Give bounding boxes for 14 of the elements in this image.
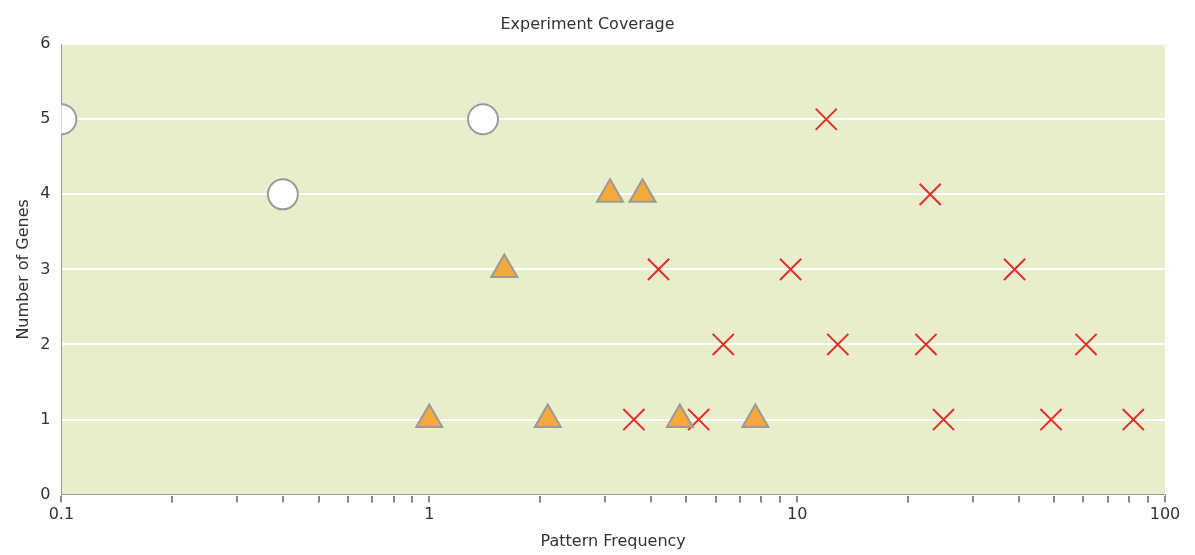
y-tick-label: 1 bbox=[40, 408, 51, 428]
x-tick-label: 1 bbox=[424, 504, 435, 524]
y-tick-label: 5 bbox=[40, 108, 51, 128]
x-tick-label: 0.1 bbox=[48, 504, 75, 524]
y-tick-label: 3 bbox=[40, 258, 51, 278]
y-tick-label: 0 bbox=[40, 483, 51, 503]
y-tick-label: 6 bbox=[40, 33, 51, 53]
y-tick-label: 2 bbox=[40, 333, 51, 353]
chart-title: Experiment Coverage bbox=[500, 13, 675, 33]
x-tick-label: 100 bbox=[1149, 504, 1181, 524]
x-tick-label: 10 bbox=[786, 504, 808, 524]
y-tick-label: 4 bbox=[40, 183, 51, 203]
x-axis-title: Pattern Frequency bbox=[540, 530, 686, 550]
y-axis-title: Number of Genes bbox=[12, 199, 32, 340]
